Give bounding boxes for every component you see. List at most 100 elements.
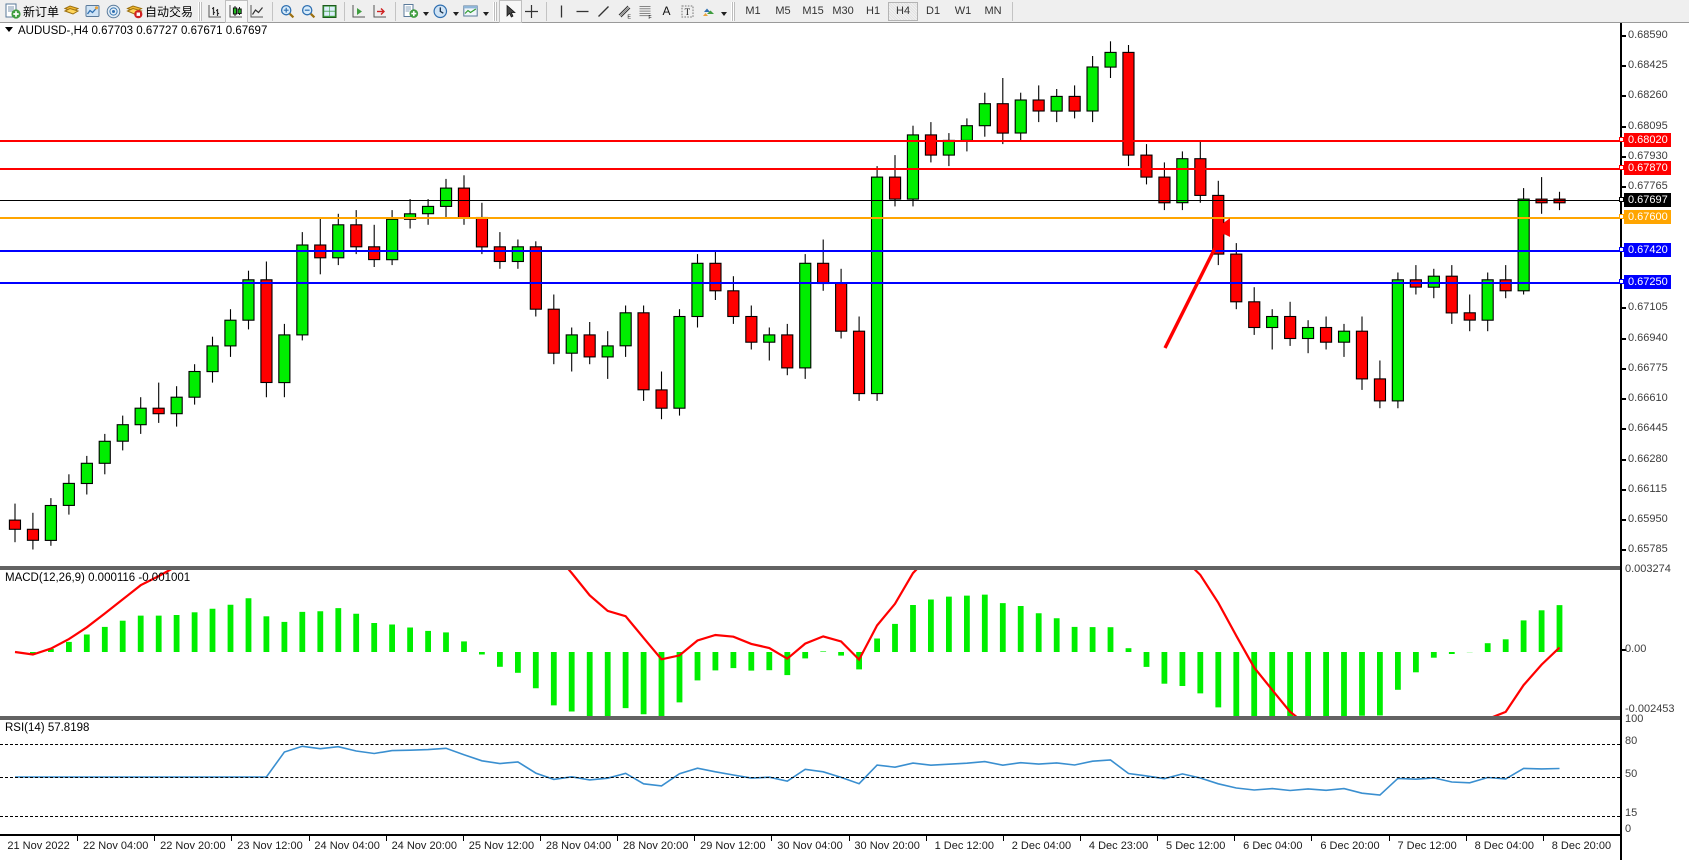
timeframe-button-h1[interactable]: H1	[866, 5, 881, 17]
timeframe-button-m15[interactable]: M15	[802, 5, 824, 17]
vertical-line-icon	[560, 5, 563, 17]
toolbar-grip-1[interactable]	[198, 1, 203, 21]
chart-shift-button[interactable]	[370, 1, 391, 22]
arrows-dropdown-caret[interactable]	[719, 2, 728, 21]
timeframe-button-d1[interactable]: D1	[926, 5, 941, 17]
rsi-series	[15, 745, 1560, 796]
time-axis-separator	[77, 836, 79, 841]
macd-plot[interactable]	[0, 570, 1620, 716]
macd-pane[interactable]: MACD(12,26,9) 0.000116 -0.001001	[0, 568, 1620, 718]
time-axis-label: 29 Nov 12:00	[700, 840, 766, 852]
zoom-out-button[interactable]	[298, 1, 319, 22]
level-line-resistance-1[interactable]	[0, 140, 1620, 143]
timeframe-button-w1[interactable]: W1	[954, 5, 972, 17]
zoom-in-button[interactable]	[277, 1, 298, 22]
new-order-button[interactable]: 新订单	[2, 1, 61, 22]
horizontal-line-button[interactable]	[572, 1, 593, 22]
price-plot[interactable]	[0, 23, 1620, 566]
level-line-pivot[interactable]	[0, 217, 1620, 220]
line-chart-icon	[250, 4, 264, 17]
equidistant-channel-button[interactable]: E	[614, 1, 635, 22]
price-badge-handle[interactable]	[1619, 196, 1624, 202]
templates-button[interactable]	[460, 1, 481, 22]
price-badge-pivot[interactable]: 0.67600	[1619, 210, 1671, 225]
price-badge-handle[interactable]	[1619, 137, 1624, 143]
templates-dropdown-caret[interactable]	[481, 2, 490, 21]
level-line-resistance-2[interactable]	[0, 167, 1620, 170]
time-axis-label: 28 Nov 20:00	[622, 840, 689, 852]
toolbar-grip-2[interactable]	[493, 1, 498, 21]
price-badge-handle[interactable]	[1619, 247, 1624, 253]
crosshair-tool-button[interactable]	[521, 1, 542, 22]
rsi-tick-label: 100	[1625, 713, 1644, 725]
bar-chart-button[interactable]	[205, 1, 226, 22]
price-pane[interactable]: AUDUSD-,H4 0.67703 0.67727 0.67671 0.676…	[0, 23, 1620, 568]
timeframe-button-m30[interactable]: M30	[832, 5, 854, 17]
market-watch-button[interactable]	[82, 1, 103, 22]
period-button[interactable]	[430, 1, 451, 22]
timeframe-group: M1 M5 M15 M30 H1 H4 D1 W1 MN	[738, 1, 1008, 21]
rsi-tick-label: 50	[1625, 768, 1638, 780]
macd-tick: -0.002453	[1622, 703, 1689, 715]
tile-windows-button[interactable]	[319, 1, 340, 22]
time-axis-label: 5 Dec 12:00	[1166, 840, 1226, 852]
timeframe-button-m5[interactable]: M5	[775, 5, 791, 17]
price-tick-label: 0.67765	[1628, 180, 1668, 193]
indicators-dropdown-caret[interactable]	[421, 2, 430, 21]
price-badge-handle[interactable]	[1619, 278, 1624, 284]
price-tick-label: 0.67930	[1628, 149, 1668, 162]
text-tool-button[interactable]: A	[656, 1, 677, 22]
trendline-button[interactable]	[593, 1, 614, 22]
price-tick: 0.66115	[1622, 483, 1689, 495]
price-badge-handle[interactable]	[1619, 214, 1624, 220]
tile-windows-icon	[322, 4, 337, 18]
price-tick: 0.68260	[1622, 89, 1689, 101]
zoom-in-icon	[280, 4, 295, 18]
time-axis-label: 6 Dec 04:00	[1243, 840, 1303, 852]
line-chart-button[interactable]	[247, 1, 268, 22]
price-tick-label: 0.66940	[1628, 331, 1668, 344]
level-line-support-1[interactable]	[0, 250, 1620, 253]
fibonacci-icon: F	[639, 5, 652, 20]
auto-trading-button[interactable]: 自动交易	[124, 1, 195, 22]
timeframe-button-mn[interactable]: MN	[984, 5, 1002, 17]
navigator-button[interactable]	[103, 1, 124, 22]
timeframe-button-m1[interactable]: M1	[745, 5, 761, 17]
price-scale[interactable]: 0.68590 0.68425 0.68260 0.68095 0.67930 0.677…	[1619, 23, 1689, 860]
time-axis-label: 6 Dec 20:00	[1320, 840, 1380, 852]
price-badge-handle[interactable]	[1619, 164, 1624, 170]
price-badge-support[interactable]: 0.67420	[1619, 243, 1671, 258]
rsi-guide-15	[0, 815, 1620, 817]
level-line-support-2[interactable]	[0, 281, 1620, 284]
indicators-button[interactable]	[400, 1, 421, 22]
time-scale[interactable]: 21 Nov 2022 22 Nov 04:00 22 Nov 20:00 23 No…	[0, 835, 1620, 860]
price-pane-caption: AUDUSD-,H4 0.67703 0.67727 0.67671 0.676…	[5, 25, 267, 37]
time-axis-separator	[617, 836, 619, 841]
cursor-tool-button[interactable]	[499, 0, 523, 23]
arrows-icon	[703, 8, 715, 16]
rsi-tick: 100	[1622, 713, 1689, 725]
collapse-caret-icon[interactable]	[5, 27, 13, 32]
price-badge-support[interactable]: 0.67250	[1619, 274, 1671, 289]
time-axis-separator	[231, 836, 233, 841]
macd-tick-label: -0.002453	[1625, 703, 1675, 715]
candle-chart-button[interactable]	[225, 0, 249, 23]
rsi-plot[interactable]	[0, 720, 1620, 834]
price-badge-current-price[interactable]: 0.67697	[1619, 192, 1671, 207]
chart-area[interactable]: AUDUSD-,H4 0.67703 0.67727 0.67671 0.676…	[0, 23, 1689, 860]
price-badge-resistance[interactable]: 0.67870	[1619, 160, 1671, 175]
auto-scroll-button[interactable]	[349, 1, 370, 22]
text-label-button[interactable]: T	[677, 1, 698, 22]
time-axis-separator	[154, 836, 156, 841]
profiles-button[interactable]	[61, 1, 82, 22]
fibonacci-button[interactable]: F	[635, 1, 656, 22]
timeframe-button-h4[interactable]: H4	[888, 1, 919, 21]
rsi-pane[interactable]: RSI(14) 57.8198	[0, 718, 1620, 835]
arrows-button[interactable]	[698, 1, 719, 22]
period-dropdown-caret[interactable]	[451, 2, 460, 21]
toolbar-grip-3[interactable]	[731, 1, 736, 21]
vertical-line-button[interactable]	[551, 1, 572, 22]
price-tick: 0.67765	[1622, 180, 1689, 192]
price-badge-resistance[interactable]: 0.68020	[1619, 133, 1671, 148]
price-tick: 0.66280	[1622, 453, 1689, 465]
